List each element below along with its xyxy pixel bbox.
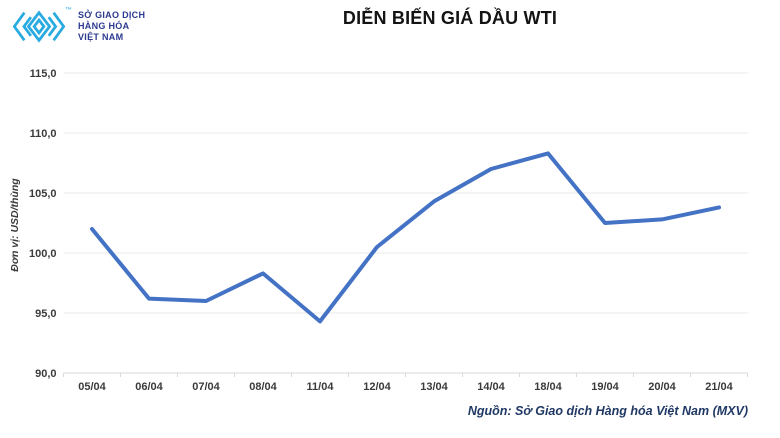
y-tick-label: 115,0 (30, 68, 57, 80)
x-tick-label: 13/04 (420, 381, 448, 393)
price-line (90, 151, 721, 324)
wti-line-chart: 115,0 110,0 105,0 100,0 95,0 90,0 05/04 06/04 07… (9, 68, 748, 393)
x-tick-label: 05/04 (78, 381, 106, 393)
x-tick-label: 14/04 (477, 381, 505, 393)
x-tick-label: 06/04 (135, 381, 163, 393)
chart-title: DIỄN BIẾN GIÁ DẦU WTI (342, 8, 558, 28)
x-tick-label: 20/04 (648, 381, 676, 393)
mxv-logo-icon (13, 10, 65, 43)
x-tick-label: 19/04 (591, 381, 619, 393)
x-tick-label: 11/04 (307, 381, 335, 393)
x-tick-label: 12/04 (363, 381, 391, 393)
y-tick-label: 95,0 (35, 308, 56, 320)
logo-text-line1: SỞ GIAO DỊCH (78, 10, 146, 20)
y-tick-label: 100,0 (29, 248, 57, 260)
logo-text-line2: HÀNG HÓA (78, 21, 130, 31)
mxv-logo-text: SỞ GIAO DỊCH HÀNG HÓA VIỆT NAM (78, 10, 145, 43)
y-tick-label: 90,0 (35, 368, 56, 380)
x-tick-label: 21/04 (705, 381, 733, 393)
mxv-logo: ™ SỞ GIAO DỊCH HÀNG HÓA VIỆT NAM (13, 6, 145, 47)
trademark-symbol: ™ (65, 7, 72, 14)
source-note: Nguồn: Sở Giao dịch Hàng hóa Việt Nam (M… (467, 404, 748, 418)
y-axis-title: Đơn vị: USD/thùng (9, 178, 21, 272)
x-tick-label: 18/04 (534, 381, 562, 393)
y-tick-label: 105,0 (29, 188, 57, 200)
x-tick-label: 08/04 (249, 381, 277, 393)
y-tick-label: 110,0 (30, 128, 57, 140)
x-tick-label: 07/04 (192, 381, 220, 393)
logo-text-line3: VIỆT NAM (78, 32, 124, 42)
